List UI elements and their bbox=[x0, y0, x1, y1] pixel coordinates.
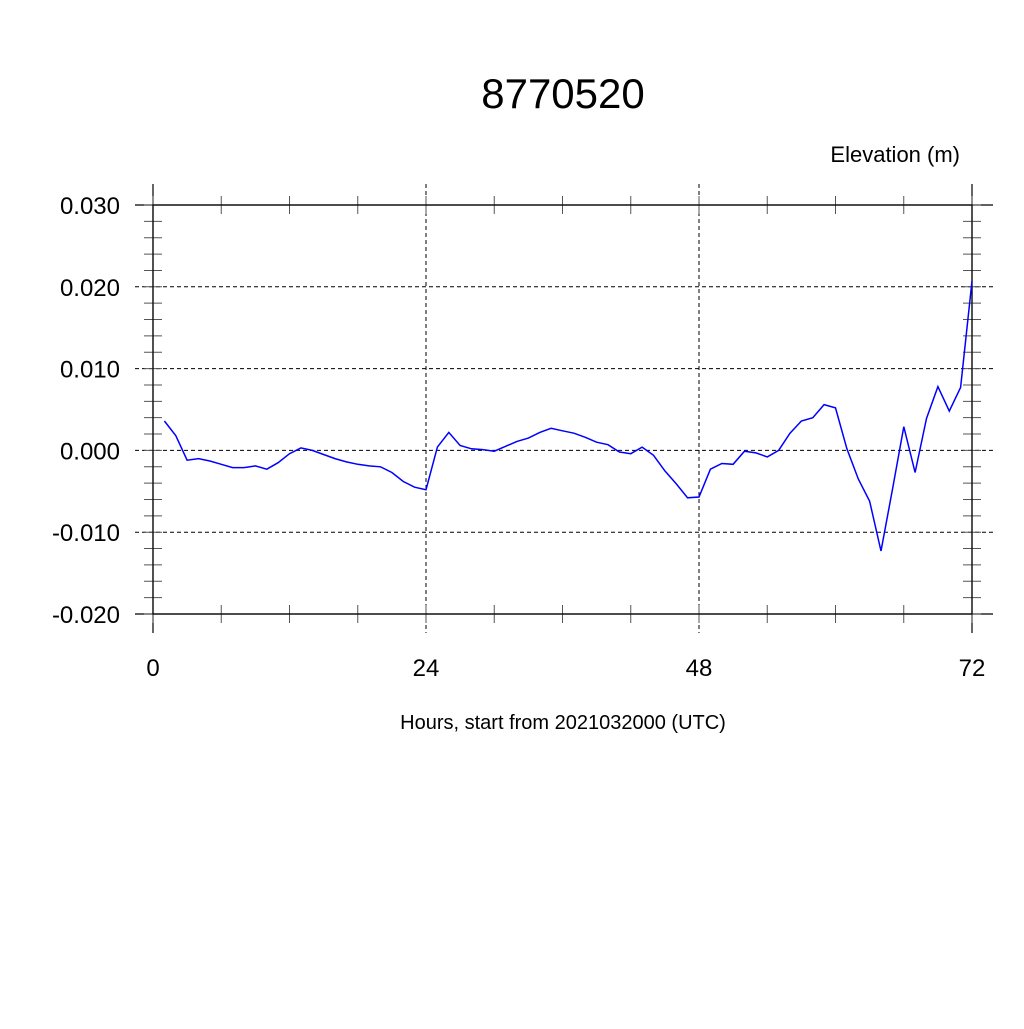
y-tick-label: 0.000 bbox=[60, 438, 120, 465]
y-tick-label: -0.010 bbox=[52, 520, 120, 547]
plot-frame bbox=[152, 204, 973, 615]
y-tick-label: 0.030 bbox=[60, 193, 120, 220]
x-axis-label: Hours, start from 2021032000 (UTC) bbox=[400, 712, 726, 734]
x-tick-label: 48 bbox=[686, 655, 713, 682]
x-tick-label: 24 bbox=[413, 655, 440, 682]
chart-title: 8770520 bbox=[481, 70, 645, 117]
y-tick-label: -0.020 bbox=[52, 602, 120, 629]
x-tick-label: 72 bbox=[959, 655, 986, 682]
y-tick-label: 0.010 bbox=[60, 357, 120, 384]
y-axis-label: Elevation (m) bbox=[830, 142, 960, 167]
x-tick-label: 0 bbox=[146, 655, 159, 682]
elevation-series-line bbox=[163, 281, 973, 552]
y-tick-label: 0.020 bbox=[60, 275, 120, 302]
